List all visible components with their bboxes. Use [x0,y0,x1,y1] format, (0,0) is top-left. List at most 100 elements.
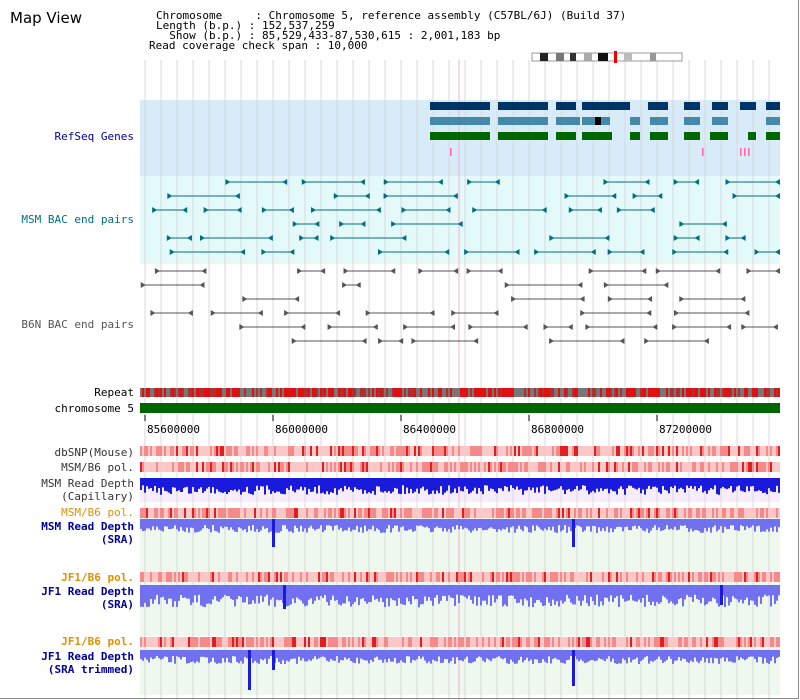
polymorphism-cell [470,446,472,456]
track-label-msm-bac[interactable]: MSM BAC end pairs [21,213,134,226]
track-label-b6n-bac[interactable]: B6N BAC end pairs [21,318,134,331]
polymorphism-cell [680,508,682,518]
read-depth-bar [536,519,538,526]
read-depth-bar [266,585,268,595]
read-depth-bar [618,519,620,527]
polymorphism-cell [318,637,320,647]
read-depth-bar [330,478,332,493]
read-depth-bar [268,478,270,490]
read-depth-bar [372,478,374,491]
polymorphism-cell [640,446,642,456]
polymorphism-cell [306,462,308,472]
read-depth-bar [168,585,170,599]
read-depth-bar [638,478,640,488]
polymorphism-cell [256,508,258,518]
polymorphism-cell [532,508,534,518]
polymorphism-cell [766,508,768,518]
repeat-mark [546,388,548,397]
gene-exon [712,117,728,125]
track-label-msm-depth-capillary[interactable]: MSM Read Depth [41,477,134,490]
polymorphism-cell [672,446,674,456]
repeat-mark [592,388,594,397]
polymorphism-cell [256,462,258,472]
polymorphism-cell [656,446,658,456]
msm-bac-pair-end [457,221,463,227]
polymorphism-cell [652,508,654,518]
read-depth-bar [226,585,228,597]
polymorphism-cell [696,637,698,647]
polymorphism-cell [354,462,356,472]
polymorphism-cell [638,462,640,472]
msm-bac-pair-end [292,221,298,227]
polymorphism-cell [520,462,522,472]
polymorphism-cell [262,462,264,472]
repeat-mark [316,388,318,397]
track-label-jf1-depth-sra[interactable]: JF1 Read Depth [41,585,134,598]
track-label-msm-depth-sra[interactable]: MSM Read Depth [41,520,134,533]
polymorphism-cell [436,446,438,456]
repeat-mark [622,388,624,397]
b6n-bac-pair-end [450,324,456,330]
track-label-dbsnp[interactable]: dbSNP(Mouse) [54,446,134,459]
polymorphism-cell [184,637,186,647]
read-depth-bar [318,519,320,529]
polymorphism-cell [520,572,522,582]
polymorphism-cell [518,637,520,647]
polymorphism-cell [486,446,488,456]
track-label-jf1-b6-pol-2[interactable]: JF1/B6 pol. [61,635,134,648]
track-label-repeat[interactable]: Repeat [94,386,134,399]
polymorphism-cell [554,462,556,472]
read-depth-bar [174,650,176,664]
polymorphism-cell [238,508,240,518]
read-depth-bar [564,519,566,526]
repeat-mark [220,388,222,397]
repeat-mark [776,388,778,397]
read-depth-bar [240,650,242,662]
polymorphism-cell [628,572,630,582]
msm-bac-pair-end [725,235,731,241]
track-label-jf1-depth-trimmed[interactable]: JF1 Read Depth [41,650,134,663]
b6n-bac-pair-end [644,338,650,344]
polymorphism-cell [550,637,552,647]
read-depth-bar [638,650,640,664]
polymorphism-cell [160,637,162,647]
read-depth-bar [620,650,622,664]
polymorphism-cell [588,508,590,518]
polymorphism-cell [246,462,248,472]
polymorphism-cell [732,508,734,518]
read-depth-bar [462,478,464,492]
polymorphism-cell [394,508,396,518]
polymorphism-cell [640,572,642,582]
track-label-msm-b6-pol[interactable]: MSM/B6 pol. [61,461,134,474]
read-depth-bar [144,650,146,658]
read-depth-bar [158,585,160,605]
axis-tick-label: 86400000 [403,423,456,436]
read-depth-bar [282,650,284,661]
repeat-mark [716,388,718,397]
polymorphism-cell [186,637,188,647]
track-label-jf1-b6-pol[interactable]: JF1/B6 pol. [61,571,134,584]
polymorphism-cell [302,508,304,518]
repeat-mark [366,388,368,397]
polymorphism-cell [722,508,724,518]
read-depth-bar [404,478,406,494]
read-depth-bar [740,585,742,600]
read-depth-bar [750,650,752,657]
polymorphism-cell [428,572,430,582]
polymorphism-cell [722,637,724,647]
track-label-chromosome[interactable]: chromosome 5 [54,402,134,415]
read-depth-bar [166,650,168,657]
repeat-mark [230,388,232,397]
polymorphism-cell [314,637,316,647]
read-depth-bar [602,519,604,529]
repeat-mark [728,388,730,397]
polymorphism-cell [702,637,704,647]
msm-bac-pair-end [775,193,780,199]
read-depth-bar [652,519,654,528]
track-label-msm-b6-pol-2[interactable]: MSM/B6 pol. [61,506,134,519]
read-depth-bar [688,478,690,488]
read-depth-bar [670,519,672,529]
polymorphism-cell [292,462,294,472]
track-label-refseq[interactable]: RefSeq Genes [54,130,134,143]
